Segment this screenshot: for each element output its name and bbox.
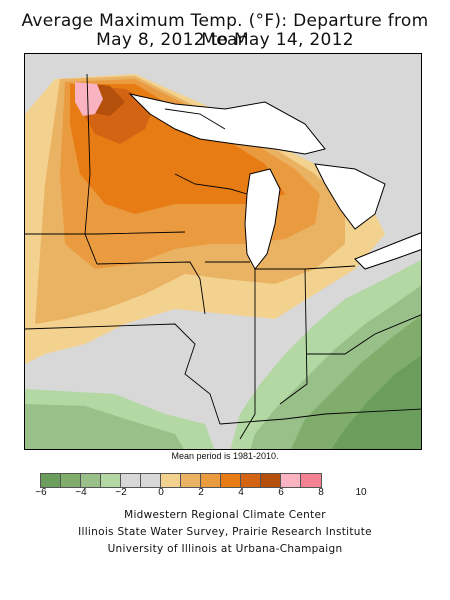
lake-erie bbox=[354, 232, 421, 270]
legend-tick-2: −2 bbox=[115, 487, 127, 498]
region-green-sw-2 bbox=[25, 404, 184, 449]
credit-uiuc: University of Illinois at Urbana-Champai… bbox=[107, 543, 343, 555]
border-mi-oh bbox=[304, 265, 356, 270]
legend-swatch-7 bbox=[181, 474, 201, 487]
border-ky-tn bbox=[219, 408, 421, 425]
legend-swatch-9 bbox=[221, 474, 241, 487]
map-canvas bbox=[25, 54, 421, 449]
legend-tick-5: 4 bbox=[238, 487, 244, 498]
border-iowa-illinois bbox=[96, 261, 206, 315]
border-wi-mi bbox=[174, 173, 248, 195]
legend-color-bar bbox=[40, 473, 322, 488]
region-green-se-4 bbox=[331, 355, 421, 449]
legend-swatch-3 bbox=[101, 474, 121, 487]
border-in-oh bbox=[255, 268, 308, 405]
legend-swatch-4 bbox=[121, 474, 141, 487]
legend-swatch-5 bbox=[141, 474, 161, 487]
legend-tick-0: −6 bbox=[35, 487, 47, 498]
legend-tick-6: 6 bbox=[278, 487, 284, 498]
legend-swatch-13 bbox=[301, 474, 321, 487]
border-iowa-north bbox=[25, 231, 186, 235]
legend-tick-7: 8 bbox=[318, 487, 324, 498]
legend-swatch-11 bbox=[261, 474, 281, 487]
legend-swatch-2 bbox=[81, 474, 101, 487]
legend-swatch-1 bbox=[61, 474, 81, 487]
credit-mrcc: Midwestern Regional Climate Center bbox=[124, 509, 326, 521]
state-borders bbox=[25, 73, 421, 440]
legend-swatch-8 bbox=[201, 474, 221, 487]
legend-swatch-12 bbox=[281, 474, 301, 487]
legend-swatch-10 bbox=[241, 474, 261, 487]
legend-tick-8: 10 bbox=[355, 487, 367, 498]
legend-tick-3: 0 bbox=[158, 487, 164, 498]
credit-isws: Illinois State Water Survey, Prairie Res… bbox=[78, 526, 372, 538]
map-date-range: May 8, 2012 to May 14, 2012 bbox=[96, 30, 354, 50]
legend-tick-4: 2 bbox=[198, 487, 204, 498]
color-legend: −6 −4 −2 0 2 4 6 8 10 bbox=[35, 473, 406, 513]
border-missouri bbox=[25, 323, 221, 425]
lake-michigan bbox=[244, 168, 281, 270]
map-title: Average Maximum Temp. (°F): Departure fr… bbox=[21, 11, 429, 50]
lake-huron bbox=[314, 163, 386, 230]
border-il-in bbox=[239, 269, 256, 440]
border-up-michigan bbox=[164, 108, 226, 130]
mean-period-note: Mean period is 1981-2010. bbox=[171, 451, 279, 461]
lake-superior bbox=[128, 93, 326, 155]
legend-swatch-6 bbox=[161, 474, 181, 487]
border-oh-south bbox=[307, 314, 421, 355]
temperature-departure-map bbox=[24, 53, 422, 450]
border-mn-west bbox=[84, 73, 98, 265]
legend-swatch-0 bbox=[41, 474, 61, 487]
region-pink bbox=[75, 82, 103, 116]
legend-tick-1: −4 bbox=[75, 487, 87, 498]
